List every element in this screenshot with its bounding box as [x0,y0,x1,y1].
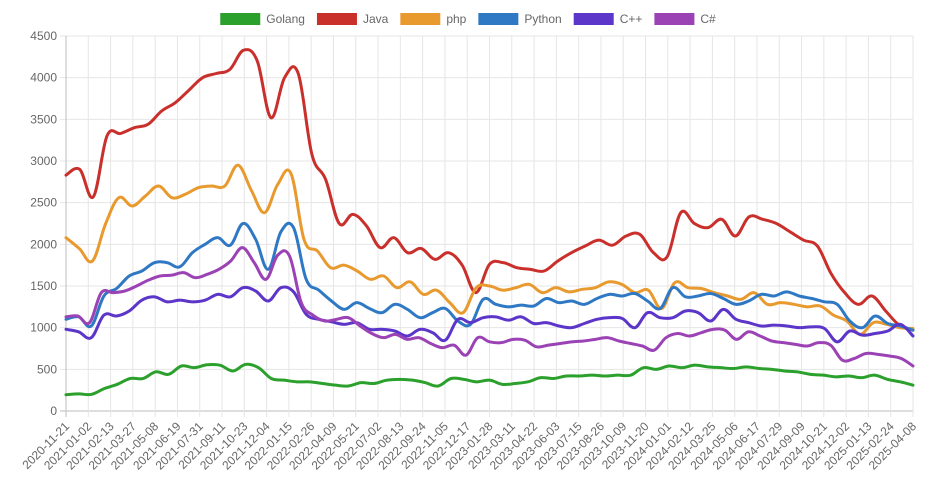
legend-label: C++ [620,12,643,26]
legend-swatch [654,13,695,25]
y-tick-label: 1500 [30,279,57,293]
y-tick-label: 4000 [30,71,57,85]
legend-item[interactable]: C++ [573,12,643,26]
y-tick-label: 1000 [30,321,57,335]
series-line-php[interactable] [64,163,915,336]
y-tick-label: 3000 [30,154,57,168]
series-line-ccsharp[interactable] [64,246,915,368]
legend-swatch [573,13,614,25]
y-tick-label: 4500 [30,29,57,43]
legend-item[interactable]: Python [478,12,562,26]
legend-item[interactable]: php [400,12,467,26]
legend-label: C# [700,12,716,26]
axes: 0500100015002000250030003500400045002020… [19,29,919,473]
legend-swatch [316,13,357,25]
y-tick-label: 500 [37,362,57,376]
legend: Golang Java php Python C++ C# [220,12,716,26]
y-tick-label: 2000 [30,237,57,251]
series-line-ccpp[interactable] [64,285,915,344]
series-line-golang[interactable] [64,362,915,397]
series-line-python[interactable] [64,221,915,332]
series-line-java[interactable] [64,48,915,332]
legend-swatch [400,13,441,25]
y-tick-label: 3500 [30,112,57,126]
legend-item[interactable]: C# [654,12,716,26]
legend-item[interactable]: Golang [220,12,305,26]
series-lines [64,48,915,397]
legend-label: Java [363,12,389,26]
legend-label: Python [524,12,561,26]
y-tick-label: 0 [50,404,57,418]
legend-swatch [220,13,261,25]
legend-item[interactable]: Java [316,12,389,26]
legend-swatch [478,13,519,25]
legend-label: php [446,12,466,26]
y-tick-label: 2500 [30,196,57,210]
legend-label: Golang [266,12,305,26]
